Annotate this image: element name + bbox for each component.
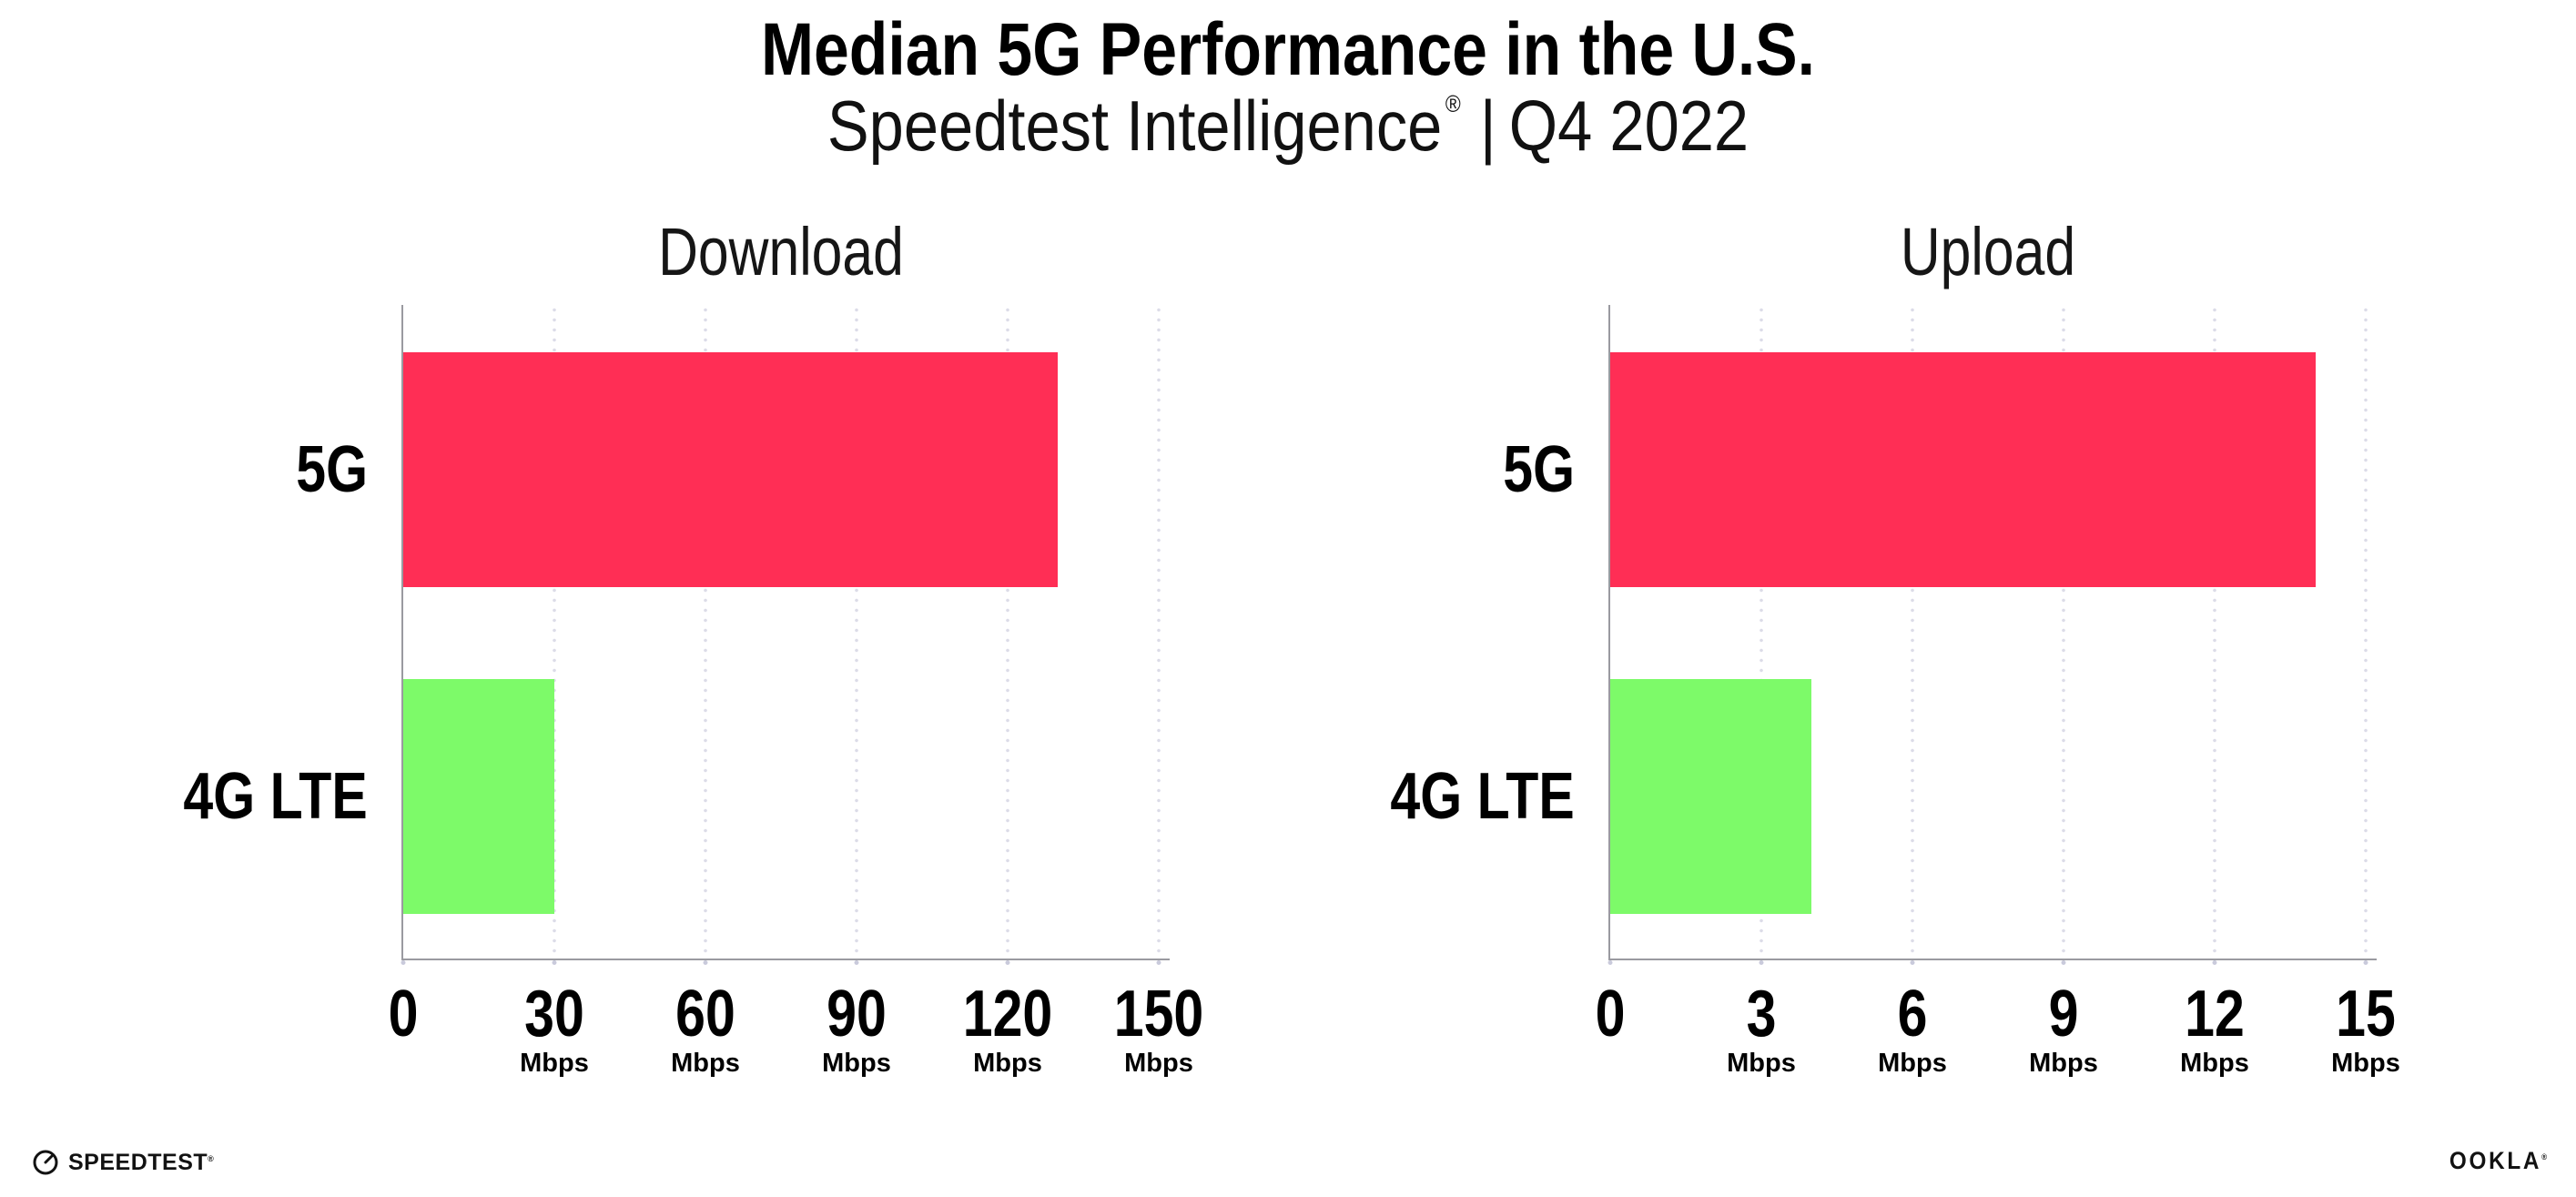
x-tick-9: 9 Mbps bbox=[2029, 981, 2098, 1077]
gridline-60 bbox=[704, 305, 707, 959]
upload-plot-area: 0 3 Mbps 6 Mbps 9 Mbps 12 Mbps 15 Mbps 5G 4G LTE bbox=[1391, 305, 2400, 1077]
ookla-logo: OOKLA® bbox=[2439, 1149, 2547, 1173]
x-tick-value: 0 bbox=[388, 978, 419, 1050]
download-plot-area: 0 30 Mbps 60 Mbps 90 Mbps 120 Mbps 150 Mbps 5G 4G LT… bbox=[184, 305, 1203, 1077]
x-tick-15: 15 Mbps bbox=[2329, 981, 2402, 1077]
registered-mark: ® bbox=[1445, 90, 1461, 117]
gridline-6 bbox=[1911, 305, 1914, 959]
x-tick-150: 150 Mbps bbox=[1104, 981, 1213, 1077]
x-tick-30: 30 Mbps bbox=[518, 981, 591, 1077]
speedtest-wordmark: SPEEDTEST® bbox=[68, 1151, 214, 1174]
subtitle-brand: Speedtest Intelligence bbox=[827, 86, 1443, 166]
page-title: Median 5G Performance in the U.S. bbox=[760, 8, 1816, 91]
tick-dot-12 bbox=[2212, 960, 2217, 965]
x-tick-value: 9 bbox=[2048, 978, 2079, 1050]
x-tick-unit: Mbps bbox=[973, 1049, 1042, 1078]
download-chart-title: Download bbox=[658, 214, 904, 289]
ookla-registered-mark: ® bbox=[2541, 1152, 2547, 1161]
ookla-wordmark: OOKLA® bbox=[2449, 1149, 2547, 1173]
tick-dot-9 bbox=[2061, 960, 2066, 965]
x-tick-unit: Mbps bbox=[671, 1049, 740, 1078]
x-tick-unit: Mbps bbox=[520, 1049, 589, 1078]
x-tick-0: 0 bbox=[385, 981, 421, 1047]
x-tick-value: 30 bbox=[524, 978, 584, 1050]
gridline-15 bbox=[2364, 305, 2368, 959]
gridline-3 bbox=[1760, 305, 1763, 959]
tick-dot-120 bbox=[1005, 960, 1010, 965]
x-tick-12: 12 Mbps bbox=[2178, 981, 2251, 1077]
subtitle-period: Q4 2022 bbox=[1508, 86, 1749, 166]
speedtest-registered-mark: ® bbox=[208, 1153, 214, 1163]
download-x-axis-line bbox=[401, 959, 1170, 960]
bar-5g bbox=[403, 352, 1059, 587]
gridline-90 bbox=[855, 305, 858, 959]
subtitle-divider: | bbox=[1479, 86, 1496, 166]
category-label-4g-lte: 4G LTE bbox=[183, 760, 368, 833]
x-tick-90: 90 Mbps bbox=[820, 981, 893, 1077]
x-tick-value: 6 bbox=[1897, 978, 1928, 1050]
tick-dot-30 bbox=[552, 960, 557, 965]
gridline-120 bbox=[1006, 305, 1009, 959]
bar-4g-lte bbox=[403, 679, 554, 914]
gridline-150 bbox=[1157, 305, 1161, 959]
bar-5g bbox=[1610, 352, 2316, 587]
speedtest-logo: SPEEDTEST® bbox=[32, 1149, 214, 1176]
upload-chart-title: Upload bbox=[1900, 214, 2076, 289]
x-tick-value: 15 bbox=[2336, 978, 2396, 1050]
gridline-30 bbox=[553, 305, 556, 959]
x-tick-unit: Mbps bbox=[2180, 1049, 2249, 1078]
x-tick-unit: Mbps bbox=[2029, 1049, 2098, 1078]
x-tick-0: 0 bbox=[1592, 981, 1628, 1047]
tick-dot-15 bbox=[2363, 960, 2368, 965]
bar-4g-lte bbox=[1610, 679, 1812, 914]
x-tick-value: 60 bbox=[675, 978, 735, 1050]
download-chart: Download 0 30 Mbps 60 Mbps 90 Mbps 120 Mbps 150 Mb… bbox=[184, 218, 1204, 1077]
speedtest-gauge-icon bbox=[33, 1150, 58, 1175]
category-label-5g: 5G bbox=[296, 433, 368, 506]
page-subtitle: Speedtest Intelligence ® | Q4 2022 bbox=[827, 90, 1749, 161]
x-tick-unit: Mbps bbox=[1878, 1049, 1947, 1078]
tick-dot-60 bbox=[703, 960, 708, 965]
upload-x-axis-line bbox=[1608, 959, 2377, 960]
tick-dot-0 bbox=[1607, 960, 1613, 965]
x-tick-value: 150 bbox=[1113, 978, 1204, 1050]
tick-dot-6 bbox=[1910, 960, 1915, 965]
gridline-9 bbox=[2062, 305, 2065, 959]
upload-chart: Upload 0 3 Mbps 6 Mbps 9 Mbps 12 Mbps 15 Mbps 5G 4G … bbox=[1391, 218, 2400, 1077]
x-tick-value: 120 bbox=[962, 978, 1053, 1050]
x-tick-value: 12 bbox=[2185, 978, 2245, 1050]
tick-dot-90 bbox=[854, 960, 859, 965]
category-label-5g: 5G bbox=[1503, 433, 1575, 506]
x-tick-value: 90 bbox=[827, 978, 887, 1050]
x-tick-120: 120 Mbps bbox=[953, 981, 1062, 1077]
upload-y-axis-line bbox=[1608, 305, 1610, 960]
x-tick-unit: Mbps bbox=[1124, 1049, 1193, 1078]
x-tick-unit: Mbps bbox=[822, 1049, 891, 1078]
tick-dot-0 bbox=[401, 960, 406, 965]
tick-dot-3 bbox=[1759, 960, 1764, 965]
category-label-4g-lte: 4G LTE bbox=[1390, 760, 1575, 833]
x-tick-unit: Mbps bbox=[2331, 1049, 2400, 1078]
speedtest-wordmark-text: SPEEDTEST bbox=[68, 1149, 208, 1175]
download-y-axis-line bbox=[401, 305, 403, 960]
gridline-12 bbox=[2213, 305, 2216, 959]
x-tick-value: 3 bbox=[1746, 978, 1777, 1050]
x-tick-3: 3 Mbps bbox=[1727, 981, 1796, 1077]
ookla-wordmark-text: OOKLA bbox=[2449, 1147, 2542, 1174]
x-tick-6: 6 Mbps bbox=[1878, 981, 1947, 1077]
x-tick-value: 0 bbox=[1595, 978, 1626, 1050]
tick-dot-150 bbox=[1156, 960, 1161, 965]
x-tick-unit: Mbps bbox=[1727, 1049, 1796, 1078]
x-tick-60: 60 Mbps bbox=[669, 981, 742, 1077]
